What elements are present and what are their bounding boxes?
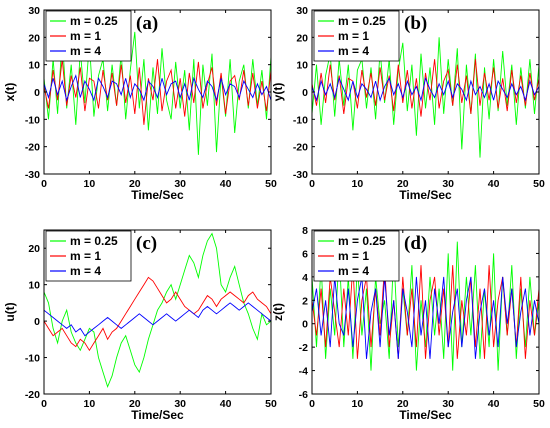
legend-label-1: m = 0.25 xyxy=(70,234,118,248)
series-line-3 xyxy=(312,76,539,102)
y-tick-label: 30 xyxy=(28,5,40,17)
panel-tag: (a) xyxy=(136,13,158,34)
x-tick-label: 0 xyxy=(309,398,315,410)
series-line-2 xyxy=(44,59,271,125)
y-tick-label: 0 xyxy=(34,87,40,99)
series-line-3 xyxy=(312,276,539,359)
legend-label-2: m = 1 xyxy=(70,29,101,43)
panel-tag: (d) xyxy=(404,233,427,254)
x-tick-label: 30 xyxy=(442,398,454,410)
x-tick-label: 40 xyxy=(220,178,232,190)
y-tick-label: -4 xyxy=(299,366,308,378)
x-tick-label: 40 xyxy=(488,178,500,190)
x-tick-label: 10 xyxy=(84,398,96,410)
panel-a: 0 10 20 30 40 50-30-20-100102030Time/Secx(t)m… xyxy=(3,5,277,202)
y-tick-label: 2 xyxy=(302,295,308,307)
panel-tag: (b) xyxy=(404,13,427,34)
series-line-2 xyxy=(44,276,271,352)
legend-label-3: m = 4 xyxy=(338,264,369,278)
y-tick-label: 4 xyxy=(302,272,308,284)
legend-label-2: m = 1 xyxy=(338,29,369,43)
series-line-1 xyxy=(44,31,271,155)
legend-label-1: m = 0.25 xyxy=(70,14,118,28)
y-tick-label: 20 xyxy=(28,243,40,255)
panel-b: 0 10 20 30 40 50-30-20-100102030Time/Secy(t)m… xyxy=(271,5,545,202)
legend-label-3: m = 4 xyxy=(70,264,101,278)
y-tick-label: 0 xyxy=(34,316,40,328)
x-tick-label: 0 xyxy=(309,178,315,190)
y-tick-label: 10 xyxy=(28,280,40,292)
x-tick-label: 0 xyxy=(41,398,47,410)
y-tick-label: -10 xyxy=(25,353,40,365)
axes-frame xyxy=(311,229,540,395)
x-tick-label: 30 xyxy=(442,178,454,190)
legend-label-2: m = 1 xyxy=(338,249,369,263)
x-axis-label: Time/Sec xyxy=(399,408,452,422)
y-axis-label: y(t) xyxy=(271,83,285,102)
y-tick-label: 0 xyxy=(302,319,308,331)
x-tick-label: 10 xyxy=(352,398,364,410)
series-line-3 xyxy=(44,302,271,337)
x-tick-label: 0 xyxy=(41,178,47,190)
y-tick-label: -20 xyxy=(25,142,40,154)
panel-d: 0 10 20 30 40 50 -6 -4 -2 0 2 4 6 8 Time/Sec z(t) m = 0.… xyxy=(271,225,545,422)
x-axis-label: Time/Sec xyxy=(131,408,184,422)
y-tick-label: -2 xyxy=(299,342,308,354)
series-line-3 xyxy=(44,74,271,102)
x-tick-label: 30 xyxy=(174,178,186,190)
y-tick-label: 20 xyxy=(28,32,40,44)
x-tick-label: 30 xyxy=(174,398,186,410)
y-tick-label: -6 xyxy=(299,389,308,401)
x-tick-label: 20 xyxy=(129,178,141,190)
y-tick-label: 10 xyxy=(28,60,40,72)
x-axis-label: Time/Sec xyxy=(399,188,452,202)
y-tick-label: -10 xyxy=(293,114,308,126)
x-tick-label: 50 xyxy=(533,178,545,190)
y-axis-label: z(t) xyxy=(271,303,285,321)
y-tick-label: -30 xyxy=(293,169,308,181)
x-tick-label: 40 xyxy=(488,398,500,410)
legend-label-1: m = 0.25 xyxy=(338,14,386,28)
x-axis-label: Time/Sec xyxy=(131,188,184,202)
y-tick-label: -20 xyxy=(25,389,40,401)
y-tick-label: -30 xyxy=(25,169,40,181)
x-tick-label: 20 xyxy=(129,398,141,410)
legend-label-3: m = 4 xyxy=(338,44,369,58)
x-tick-label: 20 xyxy=(397,178,409,190)
y-tick-label: 10 xyxy=(296,60,308,72)
y-tick-label: 30 xyxy=(296,5,308,17)
y-axis-label: x(t) xyxy=(3,83,17,102)
y-axis-label: u(t) xyxy=(3,302,17,321)
x-tick-label: 50 xyxy=(265,398,277,410)
series-line-1 xyxy=(44,232,271,389)
y-tick-label: 6 xyxy=(302,248,308,260)
legend-label-3: m = 4 xyxy=(70,44,101,58)
x-tick-label: 40 xyxy=(220,398,232,410)
axes-frame xyxy=(43,229,272,395)
y-tick-label: -20 xyxy=(293,142,308,154)
x-tick-label: 10 xyxy=(84,178,96,190)
y-tick-label: 20 xyxy=(296,32,308,44)
x-tick-label: 20 xyxy=(397,398,409,410)
y-tick-label: -10 xyxy=(25,114,40,126)
legend-label-2: m = 1 xyxy=(70,249,101,263)
y-tick-label: 0 xyxy=(302,87,308,99)
x-tick-label: 10 xyxy=(352,178,364,190)
panel-tag: (c) xyxy=(136,233,157,254)
series-line-2 xyxy=(312,59,539,117)
y-tick-label: 8 xyxy=(302,225,308,237)
legend-label-1: m = 0.25 xyxy=(338,234,386,248)
x-tick-label: 50 xyxy=(533,398,545,410)
series-line-1 xyxy=(312,37,539,158)
x-tick-label: 50 xyxy=(265,178,277,190)
